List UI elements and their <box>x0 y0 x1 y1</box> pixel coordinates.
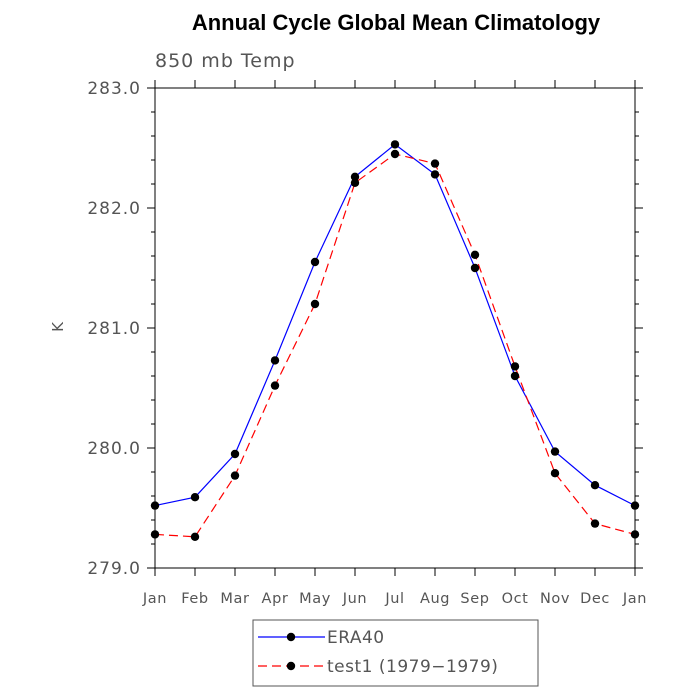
x-tick-label: Mar <box>220 591 249 607</box>
series-0-point <box>390 140 400 149</box>
series-1-point <box>390 149 400 159</box>
series-0-point <box>470 263 480 273</box>
y-axis-label: K <box>49 321 67 332</box>
series-0-point <box>190 493 200 502</box>
series-1-point <box>590 519 600 528</box>
series-1-point <box>230 471 240 480</box>
series-0-point <box>430 170 440 179</box>
axis-ticks <box>147 80 643 576</box>
series-0-point <box>590 481 600 490</box>
series-group <box>150 140 640 541</box>
x-tick-label: Jan <box>622 591 647 607</box>
series-1-point <box>270 381 280 390</box>
x-tick-label: Apr <box>262 591 289 607</box>
legend: ERA40 test1 (1979−1979) <box>252 619 539 687</box>
series-0-point <box>310 257 320 267</box>
series-1-point <box>550 469 560 478</box>
legend-box <box>252 619 539 687</box>
x-tick-label: Feb <box>181 591 208 607</box>
legend-marker-era40 <box>286 632 296 642</box>
series-1-point <box>350 178 360 187</box>
series-line-1 <box>154 153 636 538</box>
x-tick-label: Jun <box>342 591 367 607</box>
legend-label-test1: test1 (1979−1979) <box>327 657 498 677</box>
x-tick-label: May <box>299 591 331 607</box>
y-tick-labels: 279.0 280.0 281.0 282.0 283.0 <box>87 79 141 579</box>
x-tick-label: Nov <box>540 591 570 607</box>
chart-title: Annual Cycle Global Mean Climatology <box>192 10 601 35</box>
series-1-point <box>510 362 520 371</box>
x-tick-label: Oct <box>502 591 529 607</box>
x-tick-label: Jan <box>142 591 167 607</box>
series-1-point <box>190 532 200 541</box>
series-0-point <box>270 356 280 365</box>
series-1-point <box>430 159 440 168</box>
series-1-point <box>630 530 640 539</box>
plot-frame <box>154 87 636 569</box>
y-tick-label: 283.0 <box>87 79 141 99</box>
series-0-point <box>550 447 560 456</box>
y-tick-label: 280.0 <box>87 439 141 459</box>
x-tick-labels: Jan Feb Mar Apr May Jun Jul Aug Sep Oct Nov Dec Jan <box>142 591 647 607</box>
series-1-point <box>470 250 480 259</box>
chart-subtitle: 850 mb Temp <box>155 50 296 72</box>
series-0-point <box>230 449 240 459</box>
x-tick-label: Sep <box>460 591 489 607</box>
series-1-point <box>310 299 320 309</box>
series-0-point <box>350 172 360 181</box>
x-tick-label: Dec <box>580 591 610 607</box>
series-0-point <box>630 501 640 510</box>
series-line-0 <box>154 143 636 507</box>
legend-marker-test1 <box>286 661 296 671</box>
x-tick-label: Aug <box>420 591 450 607</box>
x-tick-label: Jul <box>384 591 404 607</box>
y-tick-label: 279.0 <box>87 559 141 579</box>
y-tick-label: 281.0 <box>87 319 141 339</box>
series-0-point <box>510 371 520 381</box>
series-1-point <box>150 530 160 539</box>
legend-label-era40: ERA40 <box>327 628 385 648</box>
y-tick-label: 282.0 <box>87 199 141 219</box>
series-0-point <box>150 501 160 510</box>
